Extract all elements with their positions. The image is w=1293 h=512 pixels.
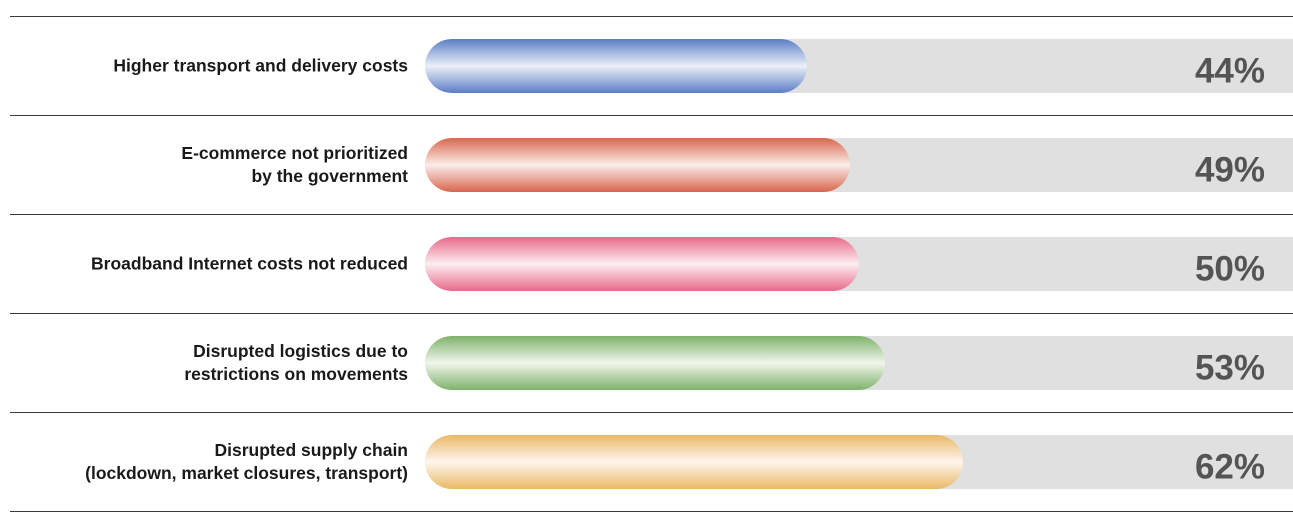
- bar-track: 44%: [425, 38, 1293, 93]
- bar-track: 50%: [425, 236, 1293, 291]
- category-label-line: E-commerce not prioritized: [181, 142, 408, 163]
- category-label-line: by the government: [251, 165, 408, 186]
- category-label-line: restrictions on movements: [184, 363, 408, 384]
- value-label: 49%: [1194, 150, 1265, 190]
- bar-row: Broadband Internet costs not reduced 50%: [0, 214, 1293, 313]
- category-label: Higher transport and delivery costs: [113, 54, 408, 77]
- value-label: 44%: [1194, 51, 1265, 91]
- bar-fill: [425, 335, 886, 390]
- value-label: 53%: [1194, 348, 1265, 388]
- category-label-line: Disrupted supply chain: [214, 439, 409, 460]
- category-label-line: Broadband Internet costs not reduced: [91, 253, 408, 273]
- bar-track: 53%: [425, 335, 1293, 390]
- category-label: Disrupted supply chain (lockdown, market …: [85, 439, 408, 485]
- category-label: E-commerce not prioritized by the governm…: [181, 142, 408, 188]
- row-divider: [10, 214, 1293, 215]
- row-divider: [10, 313, 1293, 314]
- bar-fill: [425, 38, 807, 93]
- bar-row: Higher transport and delivery costs 44%: [0, 16, 1293, 115]
- row-divider: [10, 115, 1293, 116]
- value-label: 50%: [1194, 249, 1265, 289]
- category-label-line: (lockdown, market closures, transport): [85, 462, 408, 483]
- bar-row: Disrupted logistics due to restrictions o…: [0, 313, 1293, 412]
- bar-fill: [425, 236, 859, 291]
- bar-track: 49%: [425, 137, 1293, 192]
- category-label: Broadband Internet costs not reduced: [91, 252, 408, 275]
- category-label-line: Higher transport and delivery costs: [113, 55, 408, 75]
- value-label: 62%: [1194, 447, 1265, 487]
- category-label-line: Disrupted logistics due to: [193, 340, 408, 361]
- bar-row: E-commerce not prioritized by the governm…: [0, 115, 1293, 214]
- row-divider: [10, 412, 1293, 413]
- bar-fill: [425, 434, 964, 489]
- row-divider: [10, 16, 1293, 17]
- bar-row: Disrupted supply chain (lockdown, market …: [0, 412, 1293, 511]
- bar-track: 62%: [425, 434, 1293, 489]
- bar-fill: [425, 137, 851, 192]
- category-label: Disrupted logistics due to restrictions o…: [184, 340, 408, 386]
